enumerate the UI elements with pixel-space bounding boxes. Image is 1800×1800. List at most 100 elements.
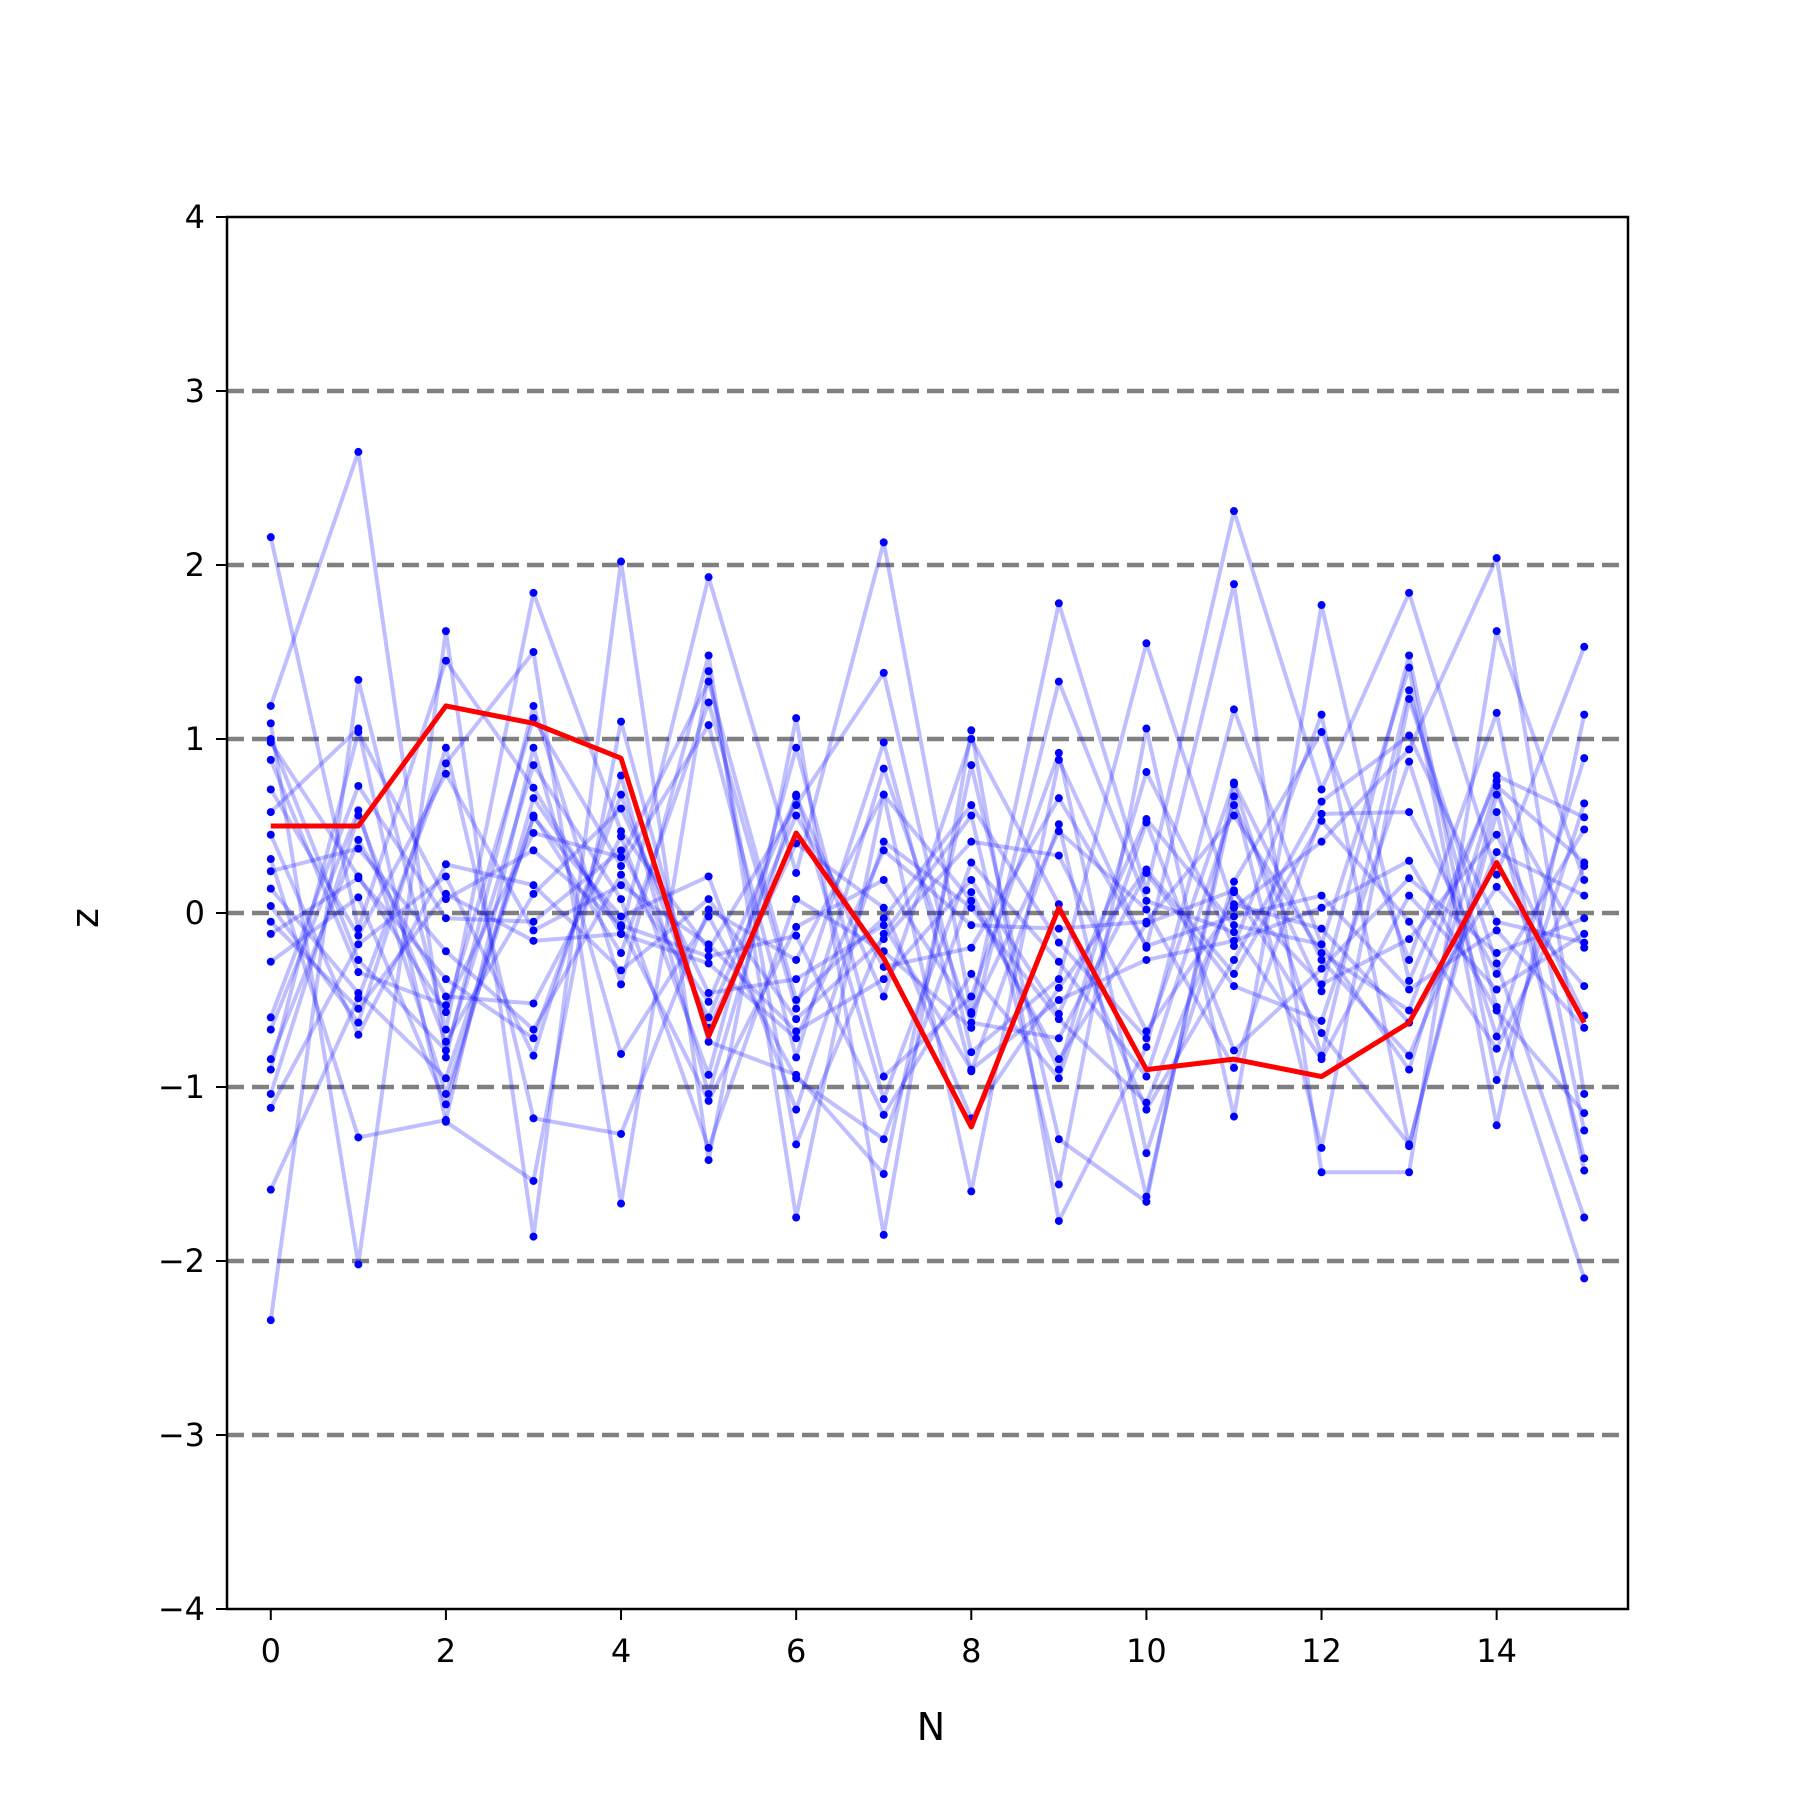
data-point (1317, 1168, 1326, 1177)
data-point (1580, 1213, 1589, 1222)
data-point (1317, 797, 1326, 806)
data-point (879, 764, 888, 773)
data-point (792, 811, 801, 820)
data-point (704, 721, 713, 730)
data-point (1054, 975, 1063, 984)
data-point (529, 828, 538, 837)
series-line (268, 679, 1586, 1150)
x-tick-label: 2 (436, 1632, 456, 1670)
data-point (1317, 1029, 1326, 1038)
series-line (269, 653, 1587, 1109)
data-point (1405, 1140, 1414, 1149)
data-point (1142, 865, 1151, 874)
data-point (1492, 969, 1501, 978)
data-point (1142, 639, 1151, 648)
data-point (354, 924, 363, 933)
data-point (1405, 808, 1414, 817)
data-point (354, 835, 363, 844)
data-point (441, 1074, 450, 1083)
sample-series-group (269, 796, 1586, 1107)
data-point (617, 853, 626, 862)
data-point (617, 921, 626, 930)
data-point (529, 1034, 538, 1043)
sample-series-group (268, 603, 1587, 1206)
x-tick-label: 4 (611, 1632, 631, 1670)
data-point (354, 874, 363, 883)
data-point (1142, 896, 1151, 905)
data-point (1317, 980, 1326, 989)
data-point (529, 761, 538, 770)
data-point (1054, 924, 1063, 933)
data-point (1317, 601, 1326, 610)
series-line (269, 745, 1587, 1159)
data-point (704, 940, 713, 949)
series-line (269, 688, 1587, 1280)
data-point (792, 1053, 801, 1062)
data-point (266, 1185, 275, 1194)
data-point (354, 1004, 363, 1013)
sample-series-group (268, 712, 1586, 1149)
data-point (1142, 1027, 1151, 1036)
data-point (1054, 996, 1063, 1004)
data-point (529, 1025, 538, 1034)
data-point (792, 895, 801, 904)
data-point (529, 1051, 538, 1060)
data-point (1580, 1023, 1589, 1032)
reference-lines (227, 388, 1628, 1438)
data-point (1405, 588, 1414, 597)
data-point (354, 1133, 363, 1142)
data-point (441, 1116, 450, 1125)
data-point (1054, 599, 1063, 608)
data-point (1054, 851, 1063, 860)
data-point (704, 1013, 713, 1022)
data-point (1054, 1065, 1063, 1074)
y-tick-label: 2 (185, 546, 205, 584)
data-point (441, 743, 450, 752)
data-point (1405, 1065, 1414, 1074)
sample-series-group (269, 745, 1587, 1159)
data-point (1317, 837, 1326, 846)
data-point (1142, 724, 1151, 733)
data-point (879, 1170, 888, 1178)
data-point (1492, 985, 1501, 994)
sample-series-group (269, 771, 1586, 1072)
data-point (529, 714, 538, 723)
data-point (1405, 935, 1414, 944)
data-point (441, 947, 450, 956)
series-line (268, 509, 1587, 1015)
data-point (1405, 976, 1414, 985)
data-point (617, 557, 626, 566)
data-point (1054, 1216, 1063, 1225)
sample-series-points (266, 651, 1589, 1112)
y-tick-label: 4 (185, 198, 205, 236)
data-point (529, 999, 538, 1008)
data-point (1492, 771, 1501, 780)
data-point (792, 868, 801, 877)
sample-series-points (266, 813, 1589, 1114)
data-point (1492, 554, 1501, 563)
data-point (266, 701, 275, 710)
x-tick-label: 6 (786, 1632, 806, 1670)
data-point (529, 936, 538, 945)
data-point (529, 1176, 538, 1185)
data-point (1492, 830, 1501, 839)
data-point (1229, 886, 1238, 895)
data-point (1142, 917, 1151, 926)
data-point (1580, 1089, 1589, 1098)
data-point (1492, 949, 1501, 958)
data-point (1229, 900, 1238, 909)
data-point (704, 872, 713, 881)
data-point (704, 573, 713, 582)
data-point (354, 781, 363, 790)
data-point (1405, 955, 1414, 964)
data-point (1054, 983, 1063, 992)
data-point (792, 1140, 801, 1149)
data-point (1405, 856, 1414, 865)
data-point (617, 912, 626, 921)
sample-series-group (268, 559, 1587, 1267)
data-point (967, 1048, 976, 1057)
data-point (441, 992, 450, 1001)
data-point (529, 648, 538, 656)
data-point (1580, 938, 1589, 947)
